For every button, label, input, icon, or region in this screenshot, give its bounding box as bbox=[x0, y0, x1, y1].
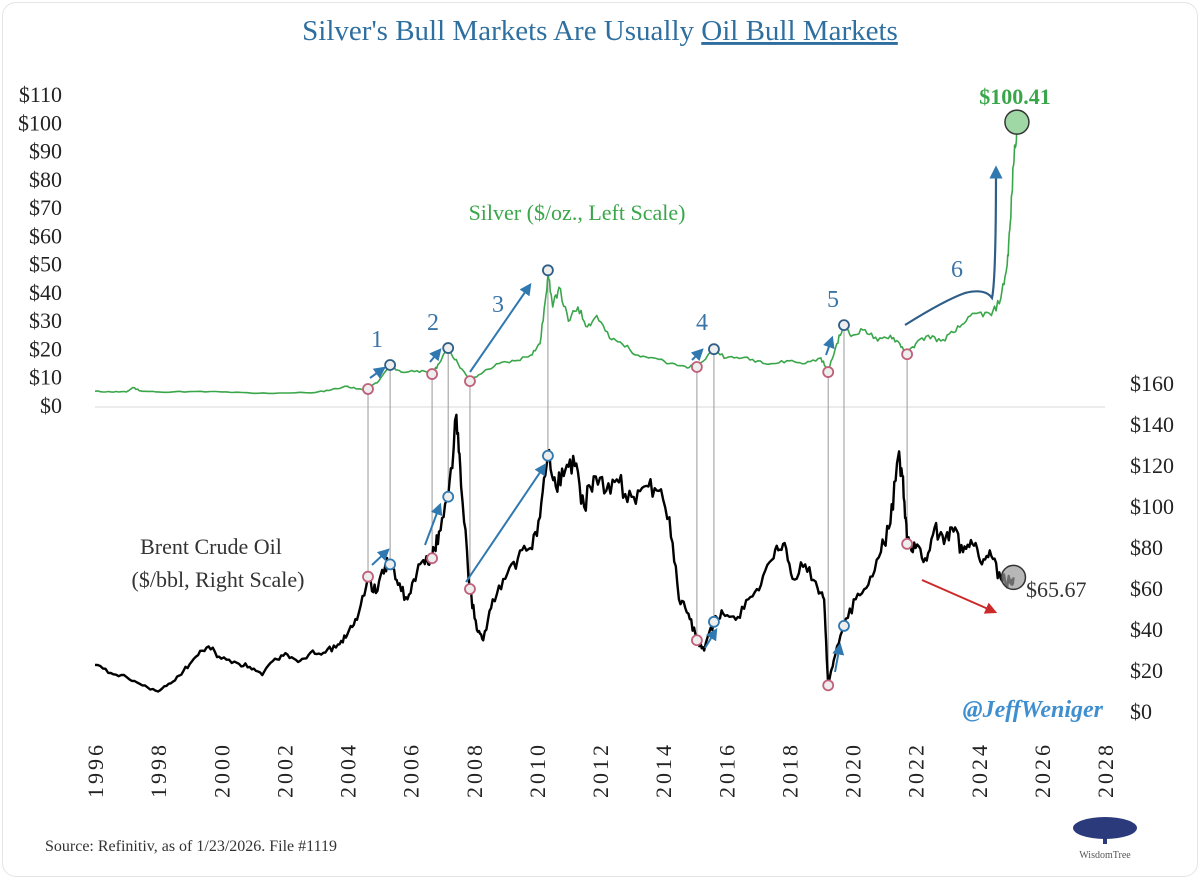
left-axis-tick-label: $90 bbox=[29, 139, 62, 164]
bull-market-arrow bbox=[823, 335, 835, 356]
x-axis-tick-label: 2018 bbox=[777, 742, 802, 798]
right-axis-tick-label: $0 bbox=[1130, 699, 1152, 724]
right-axis-tick-label: $40 bbox=[1130, 617, 1163, 642]
left-axis-tick-label: $110 bbox=[19, 82, 62, 107]
silver-series-line bbox=[94, 122, 1018, 395]
silver-turn-marker bbox=[838, 319, 850, 332]
bull-market-arrow bbox=[429, 348, 442, 363]
bull-market-number: 4 bbox=[696, 310, 708, 336]
oil-turn-marker bbox=[442, 490, 455, 503]
chart-title: Silver's Bull Markets Are Usually Oil Bu… bbox=[302, 15, 898, 47]
x-axis-tick-label: 2024 bbox=[967, 742, 992, 798]
silver-turn-marker bbox=[384, 359, 397, 371]
x-axis-tick-label: 2022 bbox=[904, 742, 929, 798]
logo-text: WisdomTree bbox=[1079, 850, 1131, 861]
right-axis-tick-label: $60 bbox=[1130, 576, 1163, 601]
wisdomtree-logo: WisdomTree bbox=[1073, 817, 1137, 861]
silver-last-value-label: $100.41 bbox=[979, 84, 1051, 109]
bull-market-number: 5 bbox=[827, 287, 839, 313]
silver-last-marker bbox=[1004, 109, 1030, 135]
oil-last-value-label: $65.67 bbox=[1026, 577, 1087, 602]
left-axis-tick-label: $100 bbox=[18, 110, 62, 135]
silver-turn-marker bbox=[464, 375, 476, 388]
oil-decline-arrow bbox=[921, 579, 998, 614]
x-axis-tick-label: 2006 bbox=[399, 742, 424, 798]
oil-series-label-line2: ($/bbl, Right Scale) bbox=[132, 567, 305, 592]
x-axis-tick-label: 2004 bbox=[336, 742, 361, 798]
oil-turn-marker bbox=[362, 570, 374, 583]
silver-turn-marker bbox=[442, 342, 455, 354]
right-axis-tick-label: $80 bbox=[1130, 535, 1163, 560]
bull-market-arrow bbox=[704, 627, 718, 649]
x-axis-tick-label: 2028 bbox=[1093, 742, 1118, 798]
bull-market-arrow bbox=[371, 548, 390, 566]
right-axis-tick-label: $140 bbox=[1130, 412, 1174, 437]
oil-series-line bbox=[94, 413, 1015, 693]
left-axis-tick-label: $40 bbox=[29, 280, 62, 305]
author-handle: @JeffWeniger bbox=[963, 697, 1104, 723]
silver-turn-marker bbox=[542, 264, 554, 277]
oil-turn-marker bbox=[708, 615, 720, 628]
source-note: Source: Refinitiv, as of 1/23/2026. File… bbox=[45, 838, 337, 855]
oil-turn-marker bbox=[464, 583, 476, 595]
silver-turn-marker bbox=[708, 343, 720, 356]
x-axis-tick-label: 2012 bbox=[588, 742, 613, 798]
oil-last-marker bbox=[1000, 564, 1027, 591]
silver-turn-marker bbox=[822, 366, 835, 378]
right-axis-tick-label: $20 bbox=[1130, 658, 1163, 683]
oil-turn-marker bbox=[822, 679, 835, 692]
oil-series-label-line1: Brent Crude Oil bbox=[140, 534, 282, 559]
left-axis-tick-label: $70 bbox=[29, 195, 62, 220]
left-axis-tick-label: $30 bbox=[29, 308, 62, 333]
bull-market-arrow bbox=[465, 463, 547, 583]
left-axis-tick-label: $10 bbox=[29, 365, 62, 390]
bull-market-6-arrow bbox=[904, 165, 1003, 326]
silver-turn-marker bbox=[426, 368, 438, 380]
oil-turn-marker bbox=[426, 552, 438, 565]
bull-market-arrow bbox=[369, 366, 386, 379]
left-axis-tick-label: $0 bbox=[40, 393, 62, 418]
x-axis-tick-label: 2010 bbox=[525, 742, 550, 798]
left-axis-tick-label: $60 bbox=[29, 223, 62, 248]
oil-turn-marker bbox=[690, 634, 703, 647]
x-axis-tick-label: 2026 bbox=[1030, 742, 1055, 798]
x-axis-tick-label: 2016 bbox=[714, 742, 739, 798]
bull-market-arrow bbox=[469, 283, 532, 373]
x-axis-tick-label: 2000 bbox=[209, 742, 234, 798]
x-axis-tick-label: 2014 bbox=[651, 742, 676, 798]
left-axis-tick-label: $20 bbox=[29, 336, 62, 361]
bull-market-number: 2 bbox=[427, 310, 439, 336]
x-axis-tick-label: 1996 bbox=[83, 742, 108, 798]
left-axis-tick-label: $80 bbox=[29, 167, 62, 192]
silver-turn-marker bbox=[362, 383, 374, 395]
bull-market-arrow bbox=[832, 642, 845, 673]
chart-title-underlined: Oil Bull Markets bbox=[701, 15, 898, 47]
tree-trunk-icon bbox=[1103, 832, 1107, 844]
x-axis-tick-label: 2002 bbox=[272, 742, 297, 798]
silver-turn-marker bbox=[901, 348, 914, 361]
oil-turn-marker bbox=[838, 620, 850, 632]
oil-turn-marker bbox=[542, 449, 554, 462]
left-axis-tick-label: $50 bbox=[29, 252, 62, 277]
right-axis-tick-label: $100 bbox=[1130, 494, 1174, 519]
x-axis-tick-label: 1998 bbox=[146, 742, 171, 798]
tree-canopy-icon bbox=[1073, 817, 1137, 839]
x-axis-tick-label: 2020 bbox=[841, 742, 866, 798]
bull-market-number: 6 bbox=[951, 257, 963, 283]
oil-turn-marker bbox=[901, 538, 914, 550]
bull-market-arrow bbox=[690, 348, 704, 362]
bull-market-number: 1 bbox=[371, 327, 383, 353]
right-axis-tick-label: $160 bbox=[1130, 371, 1174, 396]
right-axis-tick-label: $120 bbox=[1130, 453, 1174, 478]
bull-market-arrow bbox=[424, 502, 443, 546]
x-axis-tick-label: 2008 bbox=[462, 742, 487, 798]
oil-turn-marker bbox=[384, 558, 397, 571]
silver-series-label: Silver ($/oz., Left Scale) bbox=[469, 200, 686, 225]
bull-market-number: 3 bbox=[492, 292, 504, 318]
silver-turn-marker bbox=[690, 361, 703, 373]
